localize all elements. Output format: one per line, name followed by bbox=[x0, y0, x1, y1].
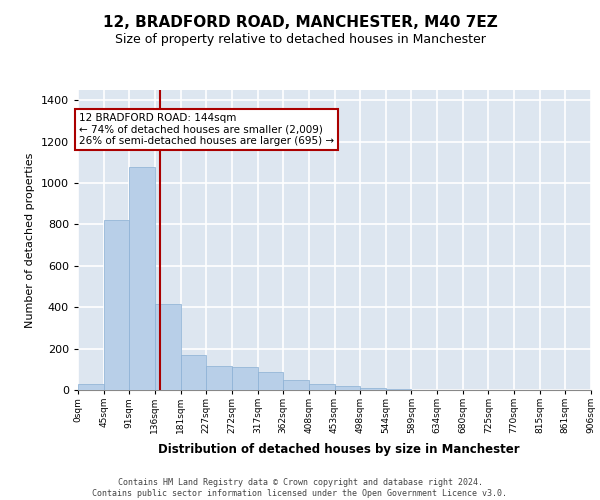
Text: 12, BRADFORD ROAD, MANCHESTER, M40 7EZ: 12, BRADFORD ROAD, MANCHESTER, M40 7EZ bbox=[103, 15, 497, 30]
Bar bbox=[78, 384, 104, 390]
Bar bbox=[104, 220, 130, 390]
Bar bbox=[181, 355, 206, 390]
Y-axis label: Number of detached properties: Number of detached properties bbox=[25, 152, 35, 328]
Text: Distribution of detached houses by size in Manchester: Distribution of detached houses by size … bbox=[158, 442, 520, 456]
Bar bbox=[130, 166, 155, 390]
Bar bbox=[206, 366, 232, 390]
Text: 12 BRADFORD ROAD: 144sqm
← 74% of detached houses are smaller (2,009)
26% of sem: 12 BRADFORD ROAD: 144sqm ← 74% of detach… bbox=[79, 113, 334, 146]
Bar bbox=[309, 384, 335, 390]
Bar bbox=[155, 304, 181, 390]
Bar bbox=[386, 389, 412, 390]
Bar bbox=[360, 388, 386, 390]
Bar bbox=[232, 367, 257, 390]
Bar bbox=[283, 380, 309, 390]
Bar bbox=[335, 386, 360, 390]
Bar bbox=[257, 372, 283, 390]
Text: Contains HM Land Registry data © Crown copyright and database right 2024.
Contai: Contains HM Land Registry data © Crown c… bbox=[92, 478, 508, 498]
Text: Size of property relative to detached houses in Manchester: Size of property relative to detached ho… bbox=[115, 32, 485, 46]
